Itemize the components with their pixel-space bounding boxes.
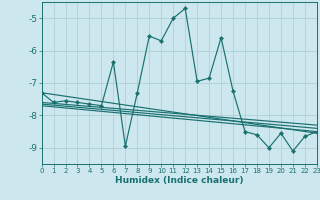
X-axis label: Humidex (Indice chaleur): Humidex (Indice chaleur)	[115, 176, 244, 185]
